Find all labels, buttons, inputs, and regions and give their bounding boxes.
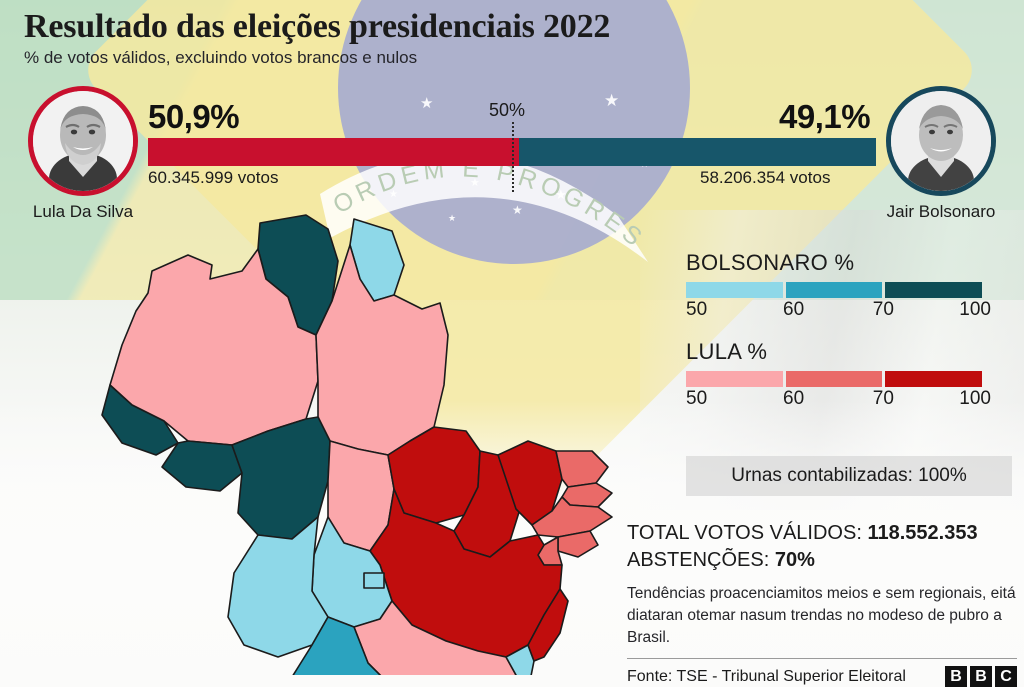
map-state-AC[interactable] xyxy=(101,384,179,456)
midpoint-tick xyxy=(512,122,514,192)
legend-tick: 50 xyxy=(686,388,708,409)
abstentions-label: ABSTENÇÕES: xyxy=(627,548,770,571)
flag-star: ★ xyxy=(420,95,434,112)
legend-tick: 60 xyxy=(783,388,805,409)
legend-tick: 60 xyxy=(783,299,805,320)
page-title: Resultado das eleições presidenciais 202… xyxy=(24,8,611,45)
legend-swatch-b2 xyxy=(785,282,883,298)
bbc-letter: B xyxy=(970,666,992,687)
total-votes-value: 118.552.353 xyxy=(867,522,978,544)
legend-title-lula: LULA % xyxy=(686,339,768,364)
map-state-MS[interactable] xyxy=(227,516,329,658)
footnote-text: Tendências proacenciamitos meios e sem r… xyxy=(627,585,1016,646)
map-state-BA-coast[interactable] xyxy=(527,588,569,662)
bbc-logo: B B C xyxy=(945,666,1017,687)
legend-swatch-b1 xyxy=(686,282,783,298)
bar-segment-lula xyxy=(148,138,519,166)
votes-bolsonaro: 58.206.354 votos xyxy=(700,168,831,187)
page-subtitle: % de votos válidos, excluindo votos bran… xyxy=(24,48,418,67)
map-state-RN[interactable] xyxy=(555,450,609,488)
stats-block: TOTAL VOTOS VÁLIDOS: 118.552.353 ABSTENÇ… xyxy=(627,520,1017,687)
flag-star: ★ xyxy=(555,187,567,202)
legend-swatch-l1 xyxy=(686,371,783,387)
urnas-counted-text: Urnas contabilizadas: 100% xyxy=(731,465,967,486)
urnas-counted-banner: Urnas contabilizadas: 100% xyxy=(686,456,1012,496)
candidate-name-bolsonaro: Jair Bolsonaro xyxy=(886,202,996,221)
footer: Fonte: TSE - Tribunal Superior Eleitoral… xyxy=(627,666,1017,687)
flag-star: ★ xyxy=(470,177,480,189)
map-state-RO[interactable] xyxy=(161,440,243,492)
legend-tick: 100 xyxy=(959,299,991,320)
footer-divider xyxy=(627,658,1017,660)
legend-swatch-b3 xyxy=(885,282,983,298)
bar-segment-bolsonaro xyxy=(518,138,876,166)
legend-title-bolsonaro: BOLSONARO % xyxy=(686,250,855,275)
avatar-lula xyxy=(28,86,138,196)
votes-lula: 60.345.999 votos xyxy=(148,168,279,187)
candidate-bolsonaro: Jair Bolsonaro xyxy=(878,86,1004,222)
header: Resultado das eleições presidenciais 202… xyxy=(24,8,610,68)
legend-swatch-l2 xyxy=(785,371,883,387)
legend-panel: BOLSONARO % 50 60 70 100 LULA % 50 60 70… xyxy=(686,250,1012,410)
total-votes-line: TOTAL VOTOS VÁLIDOS: 118.552.353 xyxy=(627,520,1017,547)
map-state-SP[interactable] xyxy=(292,616,444,675)
map-state-MT[interactable] xyxy=(231,416,331,540)
bbc-letter: C xyxy=(995,666,1017,687)
abstentions-value: 70% xyxy=(774,548,815,571)
legend-tick: 100 xyxy=(959,388,991,409)
candidate-name-lula: Lula Da Silva xyxy=(32,202,134,221)
result-bar xyxy=(148,138,876,166)
legend-tick: 50 xyxy=(686,299,708,320)
avatar-bolsonaro xyxy=(886,86,996,196)
legend-ramp-lula xyxy=(686,371,983,387)
brazil-map xyxy=(92,205,692,675)
map-state-DF[interactable] xyxy=(363,572,385,589)
legend-ticks-bolsonaro: 50 60 70 100 xyxy=(686,299,991,321)
percent-bolsonaro: 49,1% xyxy=(779,98,871,135)
abstentions-line: ABSTENÇÕES: 70% xyxy=(627,547,1017,574)
flag-star: ★ xyxy=(389,189,398,200)
total-votes-label: TOTAL VOTOS VÁLIDOS: xyxy=(627,522,862,544)
flag-star: ★ xyxy=(448,213,457,223)
midpoint-label: 50% xyxy=(489,100,526,120)
legend-tick: 70 xyxy=(872,299,894,320)
map-state-PE[interactable] xyxy=(531,496,613,538)
legend-ticks-lula: 50 60 70 100 xyxy=(686,388,991,410)
legend-swatch-l3 xyxy=(885,371,983,387)
flag-star: ★ xyxy=(512,203,523,217)
legend-ramp-bolsonaro xyxy=(686,282,983,298)
flag-star: ★ xyxy=(604,91,620,110)
source-text: Fonte: TSE - Tribunal Superior Eleitoral xyxy=(627,668,906,686)
map-state-CE[interactable] xyxy=(497,440,563,526)
legend-tick: 70 xyxy=(872,388,894,409)
bbc-letter: B xyxy=(945,666,967,687)
candidate-lula: Lula Da Silva xyxy=(20,86,146,222)
map-state-AM[interactable] xyxy=(109,248,319,446)
percent-lula: 50,9% xyxy=(148,98,240,135)
